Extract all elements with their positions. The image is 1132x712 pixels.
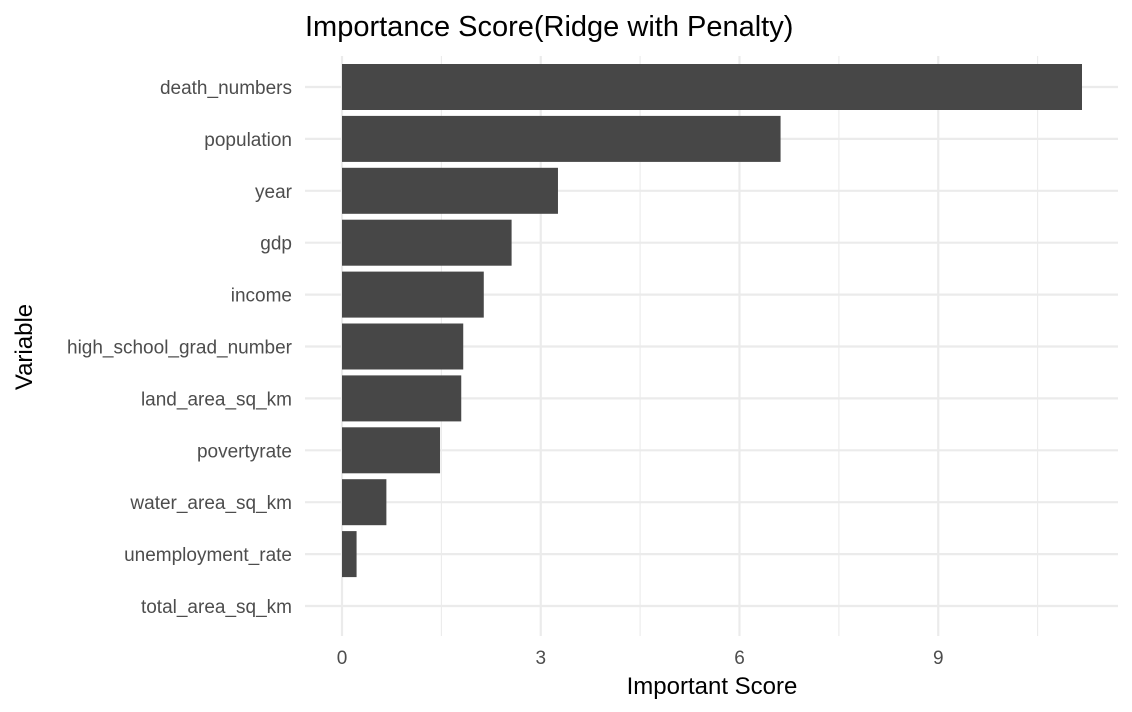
y-tick-label: unemployment_rate xyxy=(124,545,292,566)
bar-gdp xyxy=(342,219,512,266)
bar-population xyxy=(342,115,781,162)
bars xyxy=(342,64,1082,578)
y-tick-label: land_area_sq_km xyxy=(141,389,292,410)
bar-income xyxy=(342,271,484,318)
y-tick-label: povertyrate xyxy=(197,441,292,462)
y-tick-labels: death_numbers population year gdp income high… xyxy=(67,78,293,618)
y-tick-label: population xyxy=(204,130,292,151)
bar-unemployment_rate xyxy=(342,531,357,578)
bar-land_area_sq_km xyxy=(342,375,462,422)
bar-year xyxy=(342,167,558,214)
y-tick-label: high_school_grad_number xyxy=(67,338,293,359)
y-tick-label: water_area_sq_km xyxy=(129,493,292,514)
x-tick-label: 3 xyxy=(535,648,546,669)
x-tick-label: 6 xyxy=(734,648,745,669)
y-tick-label: gdp xyxy=(260,234,292,255)
x-tick-label: 0 xyxy=(337,648,348,669)
chart-title: Importance Score(Ridge with Penalty) xyxy=(305,11,793,43)
y-tick-label: total_area_sq_km xyxy=(141,597,292,618)
x-axis-title: Important Score xyxy=(627,673,798,700)
y-tick-label: death_numbers xyxy=(160,78,292,99)
y-tick-label: income xyxy=(231,286,292,307)
bar-povertyrate xyxy=(342,427,441,474)
y-tick-label: year xyxy=(255,182,293,203)
x-tick-label: 9 xyxy=(933,648,944,669)
bar-water_area_sq_km xyxy=(342,479,387,526)
bar-death_numbers xyxy=(342,64,1082,110)
x-tick-labels: 0 3 6 9 xyxy=(337,648,944,669)
y-axis-title: Variable xyxy=(11,304,38,390)
bar-high_school_grad_number xyxy=(342,323,464,370)
